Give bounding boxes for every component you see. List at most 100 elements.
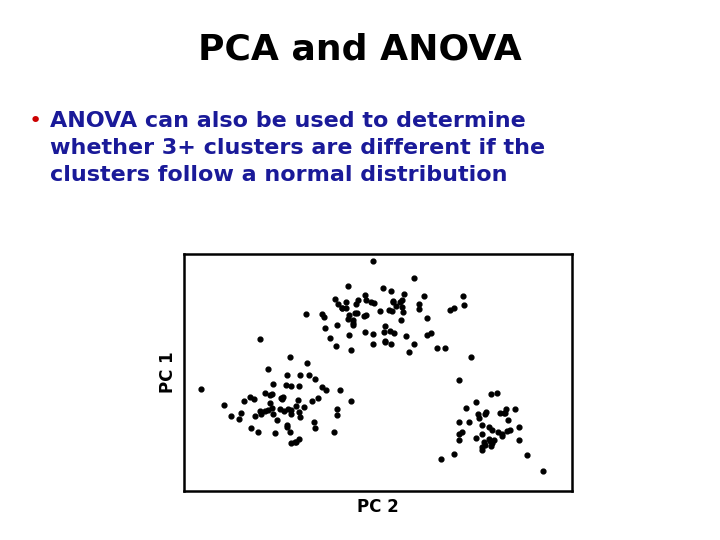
Point: [308, 418, 320, 427]
Point: [352, 296, 364, 305]
Point: [252, 428, 264, 436]
Point: [336, 303, 348, 312]
Point: [284, 428, 296, 436]
Point: [293, 408, 305, 416]
Point: [256, 410, 267, 418]
Point: [491, 388, 503, 397]
Point: [501, 427, 513, 435]
Point: [347, 316, 359, 325]
Text: PCA and ANOVA: PCA and ANOVA: [198, 32, 522, 66]
Point: [387, 296, 399, 305]
Point: [343, 310, 355, 319]
Point: [345, 345, 356, 354]
Point: [379, 336, 391, 345]
Point: [388, 329, 400, 338]
Point: [299, 403, 310, 411]
Point: [397, 307, 408, 316]
Point: [262, 406, 274, 415]
Point: [485, 390, 497, 399]
Point: [425, 328, 436, 337]
Point: [379, 322, 391, 330]
Point: [476, 443, 487, 451]
Point: [307, 397, 318, 406]
Point: [432, 343, 444, 352]
Point: [329, 294, 341, 303]
Point: [502, 416, 513, 424]
Point: [421, 331, 433, 340]
Point: [413, 305, 425, 314]
Point: [332, 300, 343, 309]
Point: [342, 281, 354, 290]
Point: [513, 436, 524, 445]
Point: [480, 440, 491, 449]
Point: [244, 393, 256, 402]
Point: [274, 405, 286, 414]
Point: [282, 421, 293, 429]
Point: [266, 390, 278, 399]
Point: [276, 395, 287, 403]
Point: [476, 446, 487, 454]
Point: [260, 389, 271, 397]
Point: [304, 371, 315, 380]
Point: [418, 292, 430, 300]
Point: [510, 405, 521, 414]
Point: [280, 381, 292, 390]
Point: [195, 384, 207, 393]
Point: [350, 300, 361, 308]
Point: [281, 423, 292, 431]
Point: [504, 426, 516, 435]
Point: [453, 435, 464, 444]
Point: [318, 312, 330, 321]
Point: [320, 386, 332, 395]
Point: [331, 410, 343, 419]
Point: [488, 436, 500, 444]
Point: [495, 409, 506, 417]
Point: [330, 341, 341, 350]
Point: [486, 426, 498, 434]
Point: [456, 428, 467, 436]
X-axis label: PC 2: PC 2: [357, 498, 399, 516]
Point: [281, 370, 292, 379]
Point: [248, 394, 260, 403]
Point: [379, 338, 391, 346]
Point: [387, 307, 398, 315]
Point: [522, 451, 534, 460]
Point: [359, 327, 371, 336]
Point: [271, 416, 282, 424]
Point: [285, 438, 297, 447]
Point: [390, 302, 402, 310]
Point: [285, 406, 297, 415]
Point: [472, 410, 484, 418]
Point: [312, 394, 324, 403]
Point: [413, 300, 425, 309]
Point: [347, 320, 359, 329]
Point: [266, 404, 278, 413]
Point: [474, 414, 485, 422]
Point: [384, 326, 396, 335]
Point: [246, 423, 257, 432]
Point: [254, 335, 266, 344]
Point: [320, 324, 331, 333]
Point: [487, 438, 498, 447]
Point: [365, 298, 377, 307]
Point: [225, 411, 236, 420]
Point: [329, 427, 341, 436]
Point: [343, 330, 355, 339]
Point: [537, 467, 549, 475]
Point: [294, 413, 306, 421]
Point: [463, 417, 474, 426]
Point: [448, 450, 459, 459]
Point: [408, 339, 419, 348]
Point: [480, 408, 491, 417]
Point: [294, 371, 306, 380]
Point: [367, 257, 379, 266]
Point: [349, 309, 361, 318]
Point: [453, 417, 464, 426]
Point: [397, 303, 408, 312]
Point: [309, 374, 320, 383]
Point: [374, 307, 386, 315]
Point: [359, 291, 371, 300]
Point: [492, 427, 503, 436]
Point: [292, 395, 304, 404]
Point: [484, 434, 495, 443]
